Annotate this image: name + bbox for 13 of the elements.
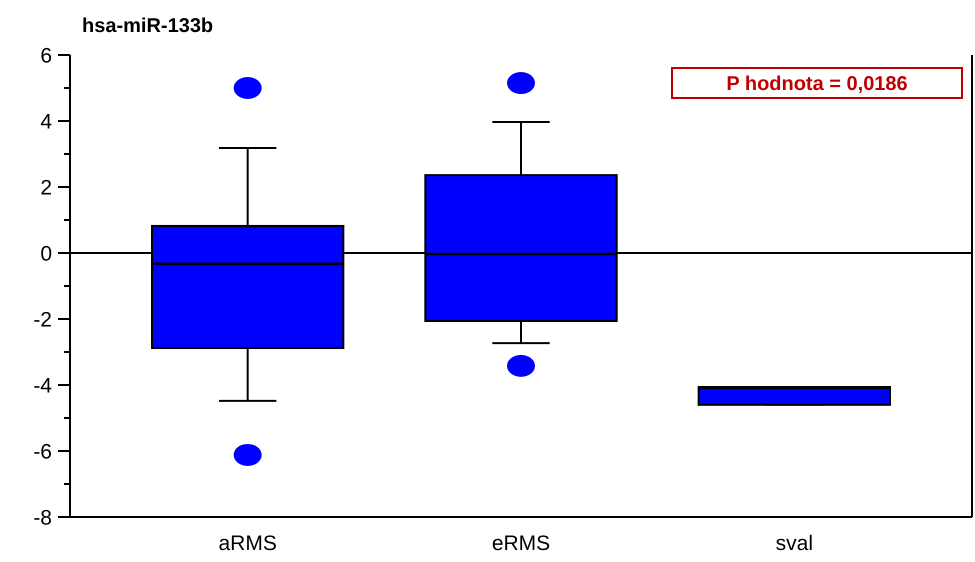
x-tick-label: aRMS — [218, 532, 277, 555]
y-tick-label: 4 — [40, 110, 52, 134]
y-tick-label: -8 — [33, 506, 52, 530]
y-tick-label: -4 — [33, 374, 52, 398]
annotation: P hodnota = 0,0186 — [726, 73, 908, 95]
y-tick-label: -6 — [33, 440, 52, 464]
x-tick-label: eRMS — [492, 532, 550, 555]
chart-title: hsa-miR-133b — [82, 15, 214, 37]
y-tick-label: 6 — [40, 44, 52, 68]
y-tick-label: 0 — [40, 242, 52, 266]
y-tick-label: 2 — [40, 176, 52, 200]
x-tick-label: sval — [776, 532, 814, 555]
y-tick-label: -2 — [33, 308, 52, 332]
